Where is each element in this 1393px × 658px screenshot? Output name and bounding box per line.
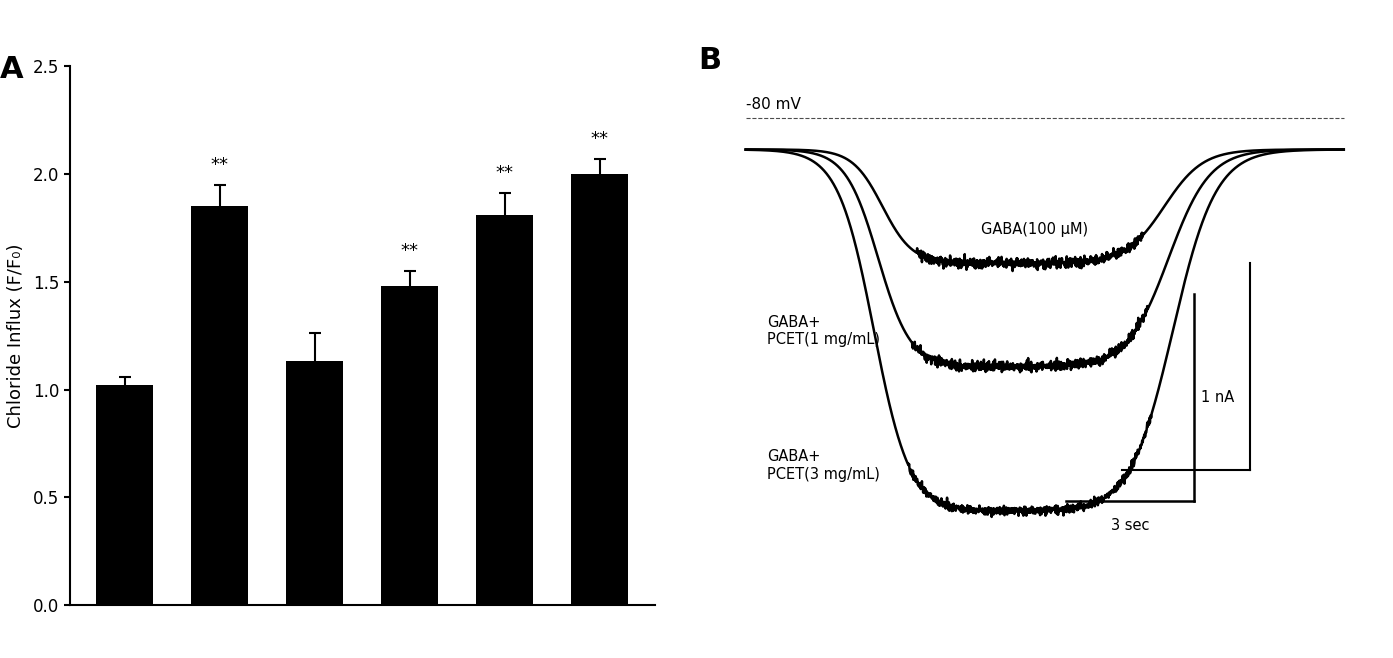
Bar [382,286,439,605]
Text: **: ** [496,164,514,182]
Y-axis label: Chloride Influx (F/F₀): Chloride Influx (F/F₀) [7,243,25,428]
Text: **: ** [210,156,228,174]
Text: A: A [0,55,24,84]
Text: -80 mV: -80 mV [747,97,801,113]
Bar [476,215,534,605]
Text: GABA+
PCET(1 mg/mL): GABA+ PCET(1 mg/mL) [768,315,880,347]
Bar [286,361,343,605]
Text: 3 sec: 3 sec [1112,518,1149,532]
Text: GABA+
PCET(3 mg/mL): GABA+ PCET(3 mg/mL) [768,449,880,482]
Text: **: ** [401,242,419,260]
Bar [96,385,153,605]
Bar [571,174,628,605]
Text: GABA(100 μM): GABA(100 μM) [981,222,1088,237]
Text: **: ** [591,130,609,148]
Bar [191,206,248,605]
Text: B: B [699,46,722,75]
Text: 1 nA: 1 nA [1201,390,1234,405]
